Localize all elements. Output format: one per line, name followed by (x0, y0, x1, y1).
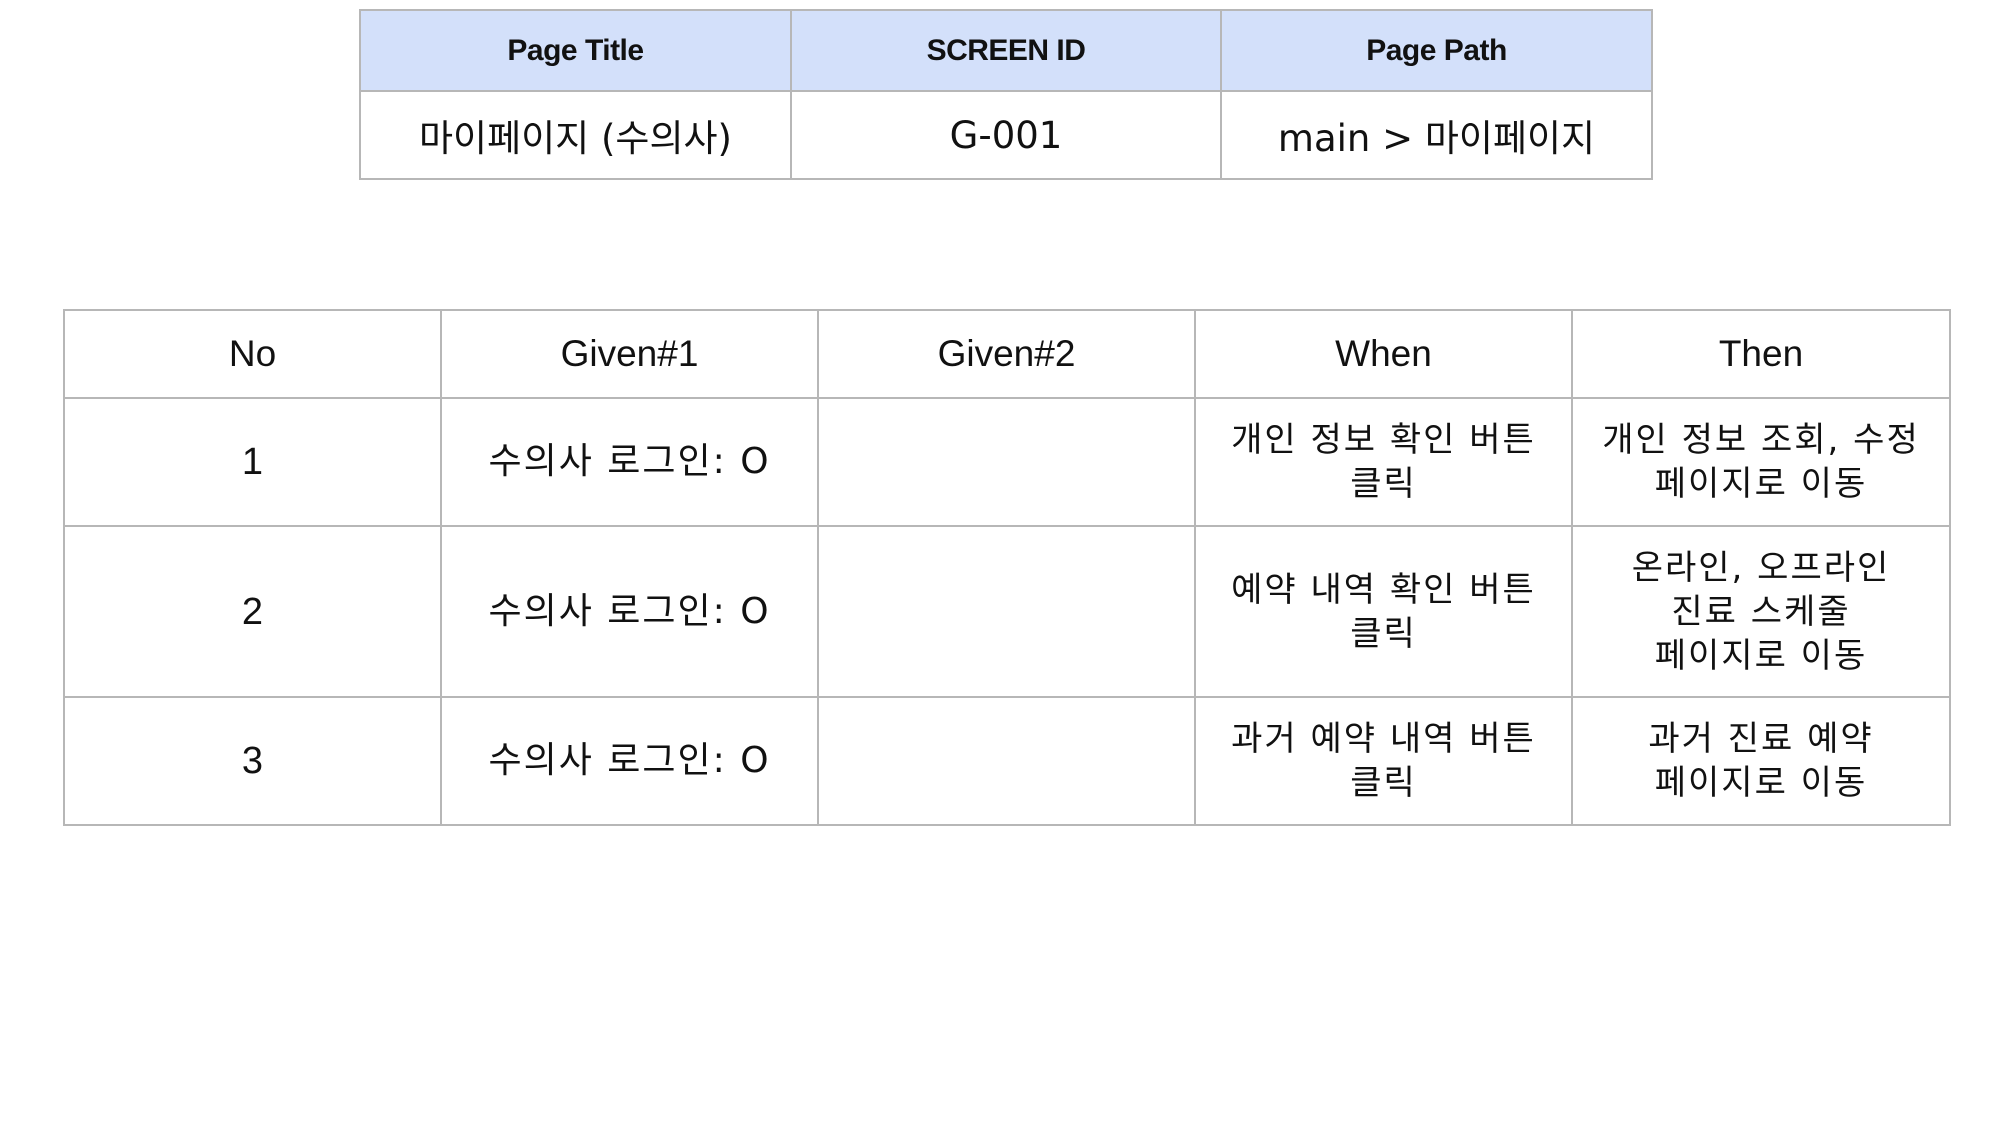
then-cell: 개인 정보 조회, 수정 페이지로 이동 (1571, 397, 1951, 527)
screen-id-value: G-001 (790, 90, 1222, 180)
page-path-header: Page Path (1220, 9, 1653, 92)
given1-cell: 수의사 로그인: O (440, 397, 819, 527)
scenario-table: No Given#1 Given#2 When Then 1 수의사 로그인: … (63, 309, 1951, 826)
page-path-value: main > 마이페이지 (1220, 90, 1653, 180)
screen-id-header: SCREEN ID (790, 9, 1222, 92)
row-number: 3 (63, 696, 442, 826)
page-info-header-row: Page Title SCREEN ID Page Path (359, 9, 1653, 92)
when-cell: 과거 예약 내역 버튼 클릭 (1194, 696, 1573, 826)
given1-header: Given#1 (440, 309, 819, 399)
when-cell: 예약 내역 확인 버튼 클릭 (1194, 525, 1573, 698)
page-info-table: Page Title SCREEN ID Page Path 마이페이지 (수의… (359, 9, 1653, 180)
row-number: 1 (63, 397, 442, 527)
given2-cell (817, 397, 1196, 527)
given2-cell (817, 525, 1196, 698)
row-number: 2 (63, 525, 442, 698)
given1-cell: 수의사 로그인: O (440, 525, 819, 698)
table-row: 1 수의사 로그인: O 개인 정보 확인 버튼 클릭 개인 정보 조회, 수정… (63, 397, 1951, 527)
then-header: Then (1571, 309, 1951, 399)
given2-cell (817, 696, 1196, 826)
given1-cell: 수의사 로그인: O (440, 696, 819, 826)
then-cell: 과거 진료 예약 페이지로 이동 (1571, 696, 1951, 826)
page-title-value: 마이페이지 (수의사) (359, 90, 792, 180)
when-cell: 개인 정보 확인 버튼 클릭 (1194, 397, 1573, 527)
no-header: No (63, 309, 442, 399)
page-info-value-row: 마이페이지 (수의사) G-001 main > 마이페이지 (359, 90, 1653, 180)
table-row: 3 수의사 로그인: O 과거 예약 내역 버튼 클릭 과거 진료 예약 페이지… (63, 696, 1951, 826)
given2-header: Given#2 (817, 309, 1196, 399)
scenario-header-row: No Given#1 Given#2 When Then (63, 309, 1951, 399)
table-row: 2 수의사 로그인: O 예약 내역 확인 버튼 클릭 온라인, 오프라인 진료… (63, 525, 1951, 698)
then-cell: 온라인, 오프라인 진료 스케줄 페이지로 이동 (1571, 525, 1951, 698)
when-header: When (1194, 309, 1573, 399)
page-title-header: Page Title (359, 9, 792, 92)
